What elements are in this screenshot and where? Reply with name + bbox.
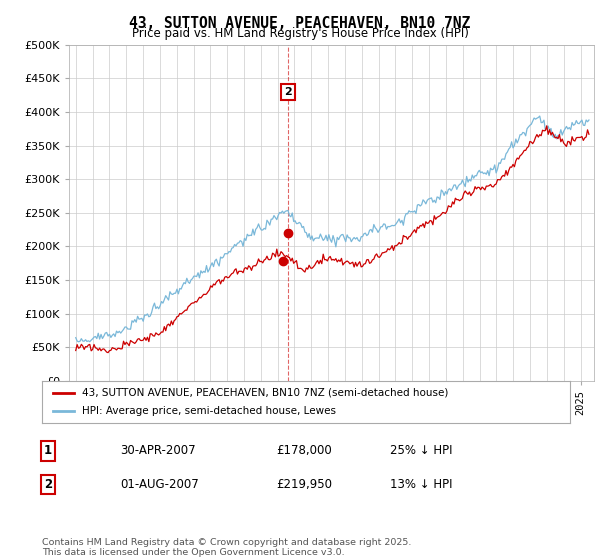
Text: 43, SUTTON AVENUE, PEACEHAVEN, BN10 7NZ: 43, SUTTON AVENUE, PEACEHAVEN, BN10 7NZ bbox=[130, 16, 470, 31]
Text: 2: 2 bbox=[44, 478, 52, 491]
Text: 01-AUG-2007: 01-AUG-2007 bbox=[120, 478, 199, 491]
Text: 2: 2 bbox=[284, 87, 292, 97]
Text: 13% ↓ HPI: 13% ↓ HPI bbox=[390, 478, 452, 491]
Text: 25% ↓ HPI: 25% ↓ HPI bbox=[390, 444, 452, 458]
Text: Price paid vs. HM Land Registry's House Price Index (HPI): Price paid vs. HM Land Registry's House … bbox=[131, 27, 469, 40]
Text: 1: 1 bbox=[44, 444, 52, 458]
Text: HPI: Average price, semi-detached house, Lewes: HPI: Average price, semi-detached house,… bbox=[82, 406, 335, 416]
Text: 30-APR-2007: 30-APR-2007 bbox=[120, 444, 196, 458]
Text: Contains HM Land Registry data © Crown copyright and database right 2025.
This d: Contains HM Land Registry data © Crown c… bbox=[42, 538, 412, 557]
Text: £178,000: £178,000 bbox=[276, 444, 332, 458]
Text: 43, SUTTON AVENUE, PEACEHAVEN, BN10 7NZ (semi-detached house): 43, SUTTON AVENUE, PEACEHAVEN, BN10 7NZ … bbox=[82, 388, 448, 398]
Text: £219,950: £219,950 bbox=[276, 478, 332, 491]
